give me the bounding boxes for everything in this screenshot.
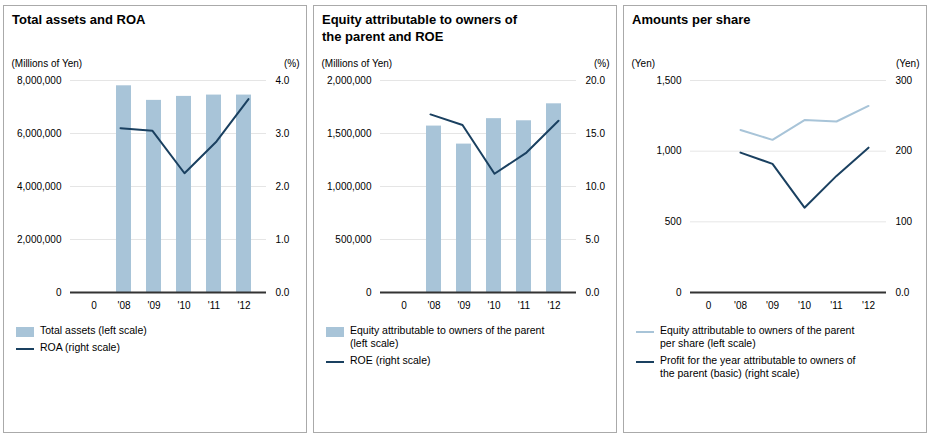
svg-text:0.0: 0.0 <box>276 287 290 298</box>
html-text:Equity attributable to owners: Equity attributable to owners of the par… <box>322 12 517 44</box>
svg-text:1,500: 1,500 <box>656 75 681 86</box>
svg-text:(Millions of Yen): (Millions of Yen) <box>12 58 83 69</box>
svg-text:'12: '12 <box>862 300 875 311</box>
svg-text:15.0: 15.0 <box>586 128 606 139</box>
svg-text:'10: '10 <box>487 300 500 311</box>
svg-text:'10: '10 <box>798 300 811 311</box>
svg-text:4,000,000: 4,000,000 <box>17 181 62 192</box>
html-text:Equity attributable to owners: Equity attributable to owners of the par… <box>350 324 545 350</box>
svg-text:(Yen): (Yen) <box>896 58 920 69</box>
svg-text:10.0: 10.0 <box>586 181 606 192</box>
svg-text:(Yen): (Yen) <box>632 58 656 69</box>
svg-text:'10: '10 <box>177 300 190 311</box>
svg-text:1,000,000: 1,000,000 <box>327 181 372 192</box>
svg-text:(%): (%) <box>284 58 300 69</box>
svg-text:8,000,000: 8,000,000 <box>17 75 62 86</box>
svg-text:500: 500 <box>665 216 682 227</box>
svg-text:1,000: 1,000 <box>656 145 681 156</box>
svg-text:'09: '09 <box>766 300 779 311</box>
svg-text:1.0: 1.0 <box>276 234 290 245</box>
svg-text:'12: '12 <box>547 300 560 311</box>
svg-text:0: 0 <box>676 287 682 298</box>
html-text:ROA (right scale): ROA (right scale) <box>40 341 120 354</box>
svg-text:500,000: 500,000 <box>335 234 372 245</box>
svg-text:'09: '09 <box>457 300 470 311</box>
svg-text:'08: '08 <box>734 300 747 311</box>
svg-text:100: 100 <box>896 216 913 227</box>
html-text:Amounts per share: Amounts per share <box>632 12 751 27</box>
html-text:Total assets (left scale): Total assets (left scale) <box>40 324 147 336</box>
svg-text:2.0: 2.0 <box>276 181 290 192</box>
svg-text:5.0: 5.0 <box>586 234 600 245</box>
svg-text:'11: '11 <box>208 300 221 311</box>
svg-text:0: 0 <box>56 287 62 298</box>
svg-text:0.0: 0.0 <box>896 287 910 298</box>
svg-text:6,000,000: 6,000,000 <box>17 128 62 139</box>
svg-text:0: 0 <box>91 300 97 311</box>
svg-text:'11: '11 <box>830 300 843 311</box>
html-text:ROE (right scale): ROE (right scale) <box>350 354 431 367</box>
html-text:Total assets and ROA: Total assets and ROA <box>12 12 146 27</box>
svg-text:2,000,000: 2,000,000 <box>17 234 62 245</box>
svg-text:4.0: 4.0 <box>276 75 290 86</box>
svg-text:'08: '08 <box>427 300 440 311</box>
svg-text:'09: '09 <box>147 300 160 311</box>
svg-text:0: 0 <box>706 300 712 311</box>
svg-text:0: 0 <box>366 287 372 298</box>
svg-text:'12: '12 <box>237 300 250 311</box>
svg-text:20.0: 20.0 <box>586 75 606 86</box>
svg-text:1,500,000: 1,500,000 <box>327 128 372 139</box>
svg-text:(%): (%) <box>594 58 610 69</box>
svg-text:0: 0 <box>401 300 407 311</box>
svg-text:'08: '08 <box>117 300 130 311</box>
svg-text:(Millions of Yen): (Millions of Yen) <box>322 58 393 69</box>
svg-text:'11: '11 <box>518 300 531 311</box>
svg-text:0.0: 0.0 <box>586 287 600 298</box>
svg-text:300: 300 <box>896 75 913 86</box>
svg-text:2,000,000: 2,000,000 <box>327 75 372 86</box>
html-text:Profit for the year attributab: Profit for the year attributable to owne… <box>660 354 856 380</box>
svg-text:200: 200 <box>896 145 913 156</box>
svg-text:3.0: 3.0 <box>276 128 290 139</box>
html-text:Equity attributable to owners: Equity attributable to owners of the par… <box>660 324 855 350</box>
